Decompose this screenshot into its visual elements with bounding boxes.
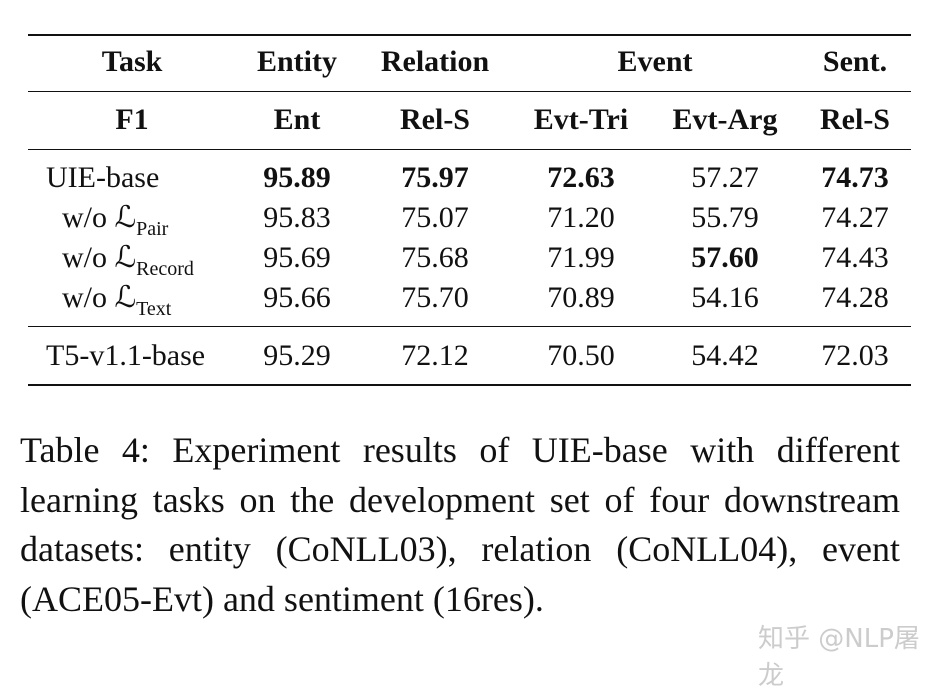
rule xyxy=(28,326,911,327)
table-cell: 74.28 xyxy=(821,281,889,314)
table-cell: 55.79 xyxy=(691,201,759,234)
table-cell: 57.60 xyxy=(691,241,759,274)
watermark: 知乎 @NLP屠龙 xyxy=(758,624,920,691)
table-cell: 95.29 xyxy=(263,339,331,372)
table-cell: 95.66 xyxy=(263,281,331,314)
header-entity: Entity xyxy=(256,45,338,78)
row-label: UIE-base xyxy=(46,161,159,195)
table-cell: 54.16 xyxy=(691,281,759,314)
row-name: T5-v1.1-base xyxy=(46,339,206,372)
table-cell: 72.63 xyxy=(547,161,615,194)
row-name: w/o ℒ xyxy=(62,241,137,274)
table-cell: 74.73 xyxy=(821,161,889,194)
table-cell: 70.89 xyxy=(547,281,615,314)
subheader-rel: Rel-S xyxy=(400,103,470,136)
table-cell: 95.89 xyxy=(263,161,331,194)
row-name: UIE-base xyxy=(46,161,160,194)
row-name: w/o ℒ xyxy=(62,201,137,234)
top-rule xyxy=(28,34,911,36)
row-subscript: Text xyxy=(136,298,172,320)
subheader-evt-arg: Evt-Arg xyxy=(672,103,778,136)
table-cell: 72.12 xyxy=(401,339,469,372)
table-cell: 75.97 xyxy=(401,161,469,194)
row-label: T5-v1.1-base xyxy=(46,339,205,373)
table-cell: 54.42 xyxy=(691,339,759,372)
header-relation: Relation xyxy=(380,45,490,78)
header-event: Event xyxy=(617,45,693,78)
table-cell: 95.69 xyxy=(263,241,331,274)
row-label: w/o ℒText xyxy=(62,281,171,326)
table-cell: 71.20 xyxy=(547,201,615,234)
table-caption: Table 4: Experiment results of UIE-base … xyxy=(20,430,900,619)
row-label: w/o ℒRecord xyxy=(62,241,194,286)
row-subscript: Record xyxy=(136,258,194,280)
subheader-ent: Ent xyxy=(273,103,321,136)
subheader-sent: Rel-S xyxy=(820,103,890,136)
header-task: Task xyxy=(101,45,163,78)
table-cell: 71.99 xyxy=(547,241,615,274)
table-cell: 74.43 xyxy=(821,241,889,274)
subheader-evt-tri: Evt-Tri xyxy=(533,103,629,136)
row-label: w/o ℒPair xyxy=(62,201,168,246)
rule xyxy=(28,149,911,150)
table-cell: 70.50 xyxy=(547,339,615,372)
table-cell: 75.07 xyxy=(401,201,469,234)
rule xyxy=(28,91,911,92)
table-cell: 72.03 xyxy=(821,339,889,372)
row-subscript: Pair xyxy=(136,218,169,240)
table-cell: 95.83 xyxy=(263,201,331,234)
subheader-f1: F1 xyxy=(115,103,149,136)
bottom-rule xyxy=(28,384,911,386)
row-name: w/o ℒ xyxy=(62,281,137,314)
table-cell: 74.27 xyxy=(821,201,889,234)
table-cell: 57.27 xyxy=(691,161,759,194)
header-sent: Sent. xyxy=(822,45,888,78)
table-cell: 75.68 xyxy=(401,241,469,274)
table-cell: 75.70 xyxy=(401,281,469,314)
